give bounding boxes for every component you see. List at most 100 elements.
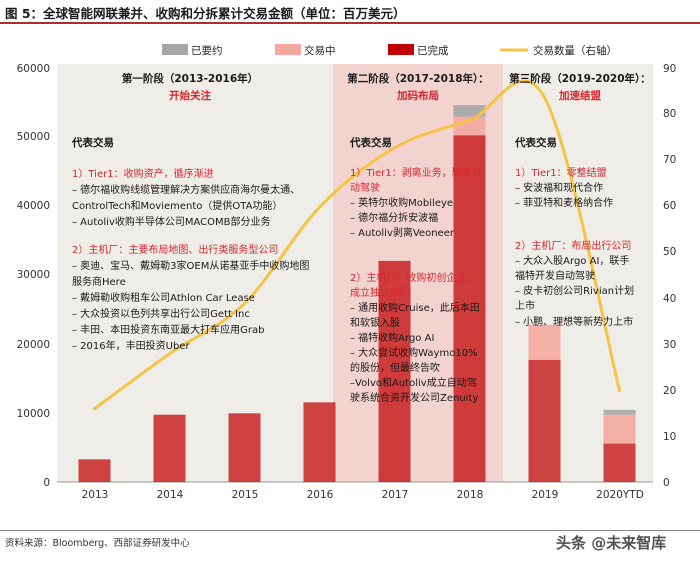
bar-completed xyxy=(603,443,636,482)
right-tick: 80 xyxy=(663,108,676,120)
phase1-item: ControlTech和Moviemento（提供OTA功能） xyxy=(72,199,282,212)
legend-swatch-completed xyxy=(388,44,414,55)
right-y-axis: 0 10 20 30 40 50 60 70 80 90 xyxy=(663,63,676,489)
x-axis: 2013 2014 2015 2016 2017 2018 2019 2020Y… xyxy=(82,489,644,501)
x-tick-label: 2017 xyxy=(382,489,409,501)
x-tick-label: 2018 xyxy=(457,489,484,501)
bar-completed xyxy=(378,260,411,482)
phase1-subtitle: 开始关注 xyxy=(169,89,211,102)
phase2-rep-label: 代表交易 xyxy=(349,136,392,149)
phase2-group2-head2: 成立独立部门 xyxy=(350,286,410,299)
left-tick: 30000 xyxy=(17,269,50,281)
phase1-item: – 丰田、本田投资东南亚最大打车应用Grab xyxy=(72,323,265,336)
footer-rule xyxy=(0,530,700,531)
legend-label-in-progress: 交易中 xyxy=(304,44,336,57)
left-tick: 0 xyxy=(43,477,50,489)
phase2-annotation: 第二阶段（2017-2018年）： 加码布局 代表交易 1）Tier1：剥离业务… xyxy=(347,72,489,404)
left-tick: 10000 xyxy=(17,408,50,420)
phase3-item: – 皮卡初创公司Rivian计划 xyxy=(515,284,634,297)
phase2-item: – 福特收购Argo AI xyxy=(350,331,434,344)
x-tick-label: 2019 xyxy=(532,489,559,501)
phase2-item: – Autoliv剥离Veoneer xyxy=(350,226,455,239)
phase3-item: – 安波福和现代合作 xyxy=(515,181,603,194)
title-rule xyxy=(0,22,700,24)
chart: 已要约 交易中 已完成 交易数量（右轴） 0 10000 20000 30000… xyxy=(17,44,676,501)
phase1-item: 服务商Here xyxy=(72,275,126,288)
phase2-item: 驶系统合资开发公司Zenuity xyxy=(350,391,478,404)
phase1-title: 第一阶段（2013-2016年） xyxy=(122,72,258,85)
phase3-item: – 小鹏、理想等新势力上市 xyxy=(515,315,633,328)
x-tick-label: 2015 xyxy=(232,489,259,501)
phase1-rep-label: 代表交易 xyxy=(71,136,114,149)
phase3-annotation: 第三阶段（2019-2020年）： 加速结盟 代表交易 1）Tier1：零整结盟… xyxy=(509,72,651,328)
phase2-item: – 英特尔收购Mobileye xyxy=(350,196,453,209)
phase3-item: – 大众入股Argo AI，联手 xyxy=(515,254,629,267)
right-tick: 20 xyxy=(663,385,676,397)
bars-group xyxy=(78,105,636,482)
right-tick: 70 xyxy=(663,154,676,166)
bar-completed xyxy=(453,135,486,482)
bar-announced xyxy=(603,409,636,415)
right-tick: 90 xyxy=(663,63,676,75)
phase3-item: – 菲亚特和麦格纳合作 xyxy=(515,196,613,209)
x-tick-label: 2013 xyxy=(82,489,109,501)
bar-announced xyxy=(453,105,486,117)
bar-completed xyxy=(153,414,186,482)
right-tick: 50 xyxy=(663,246,676,258)
source-note: 资料来源：Bloomberg、西部证券研发中心 xyxy=(5,538,190,549)
legend-swatch-announced xyxy=(162,44,188,55)
right-tick: 10 xyxy=(663,431,676,443)
bar-in-progress xyxy=(528,324,561,360)
phase2-group1-head: 1）Tier1：剥离业务，聚焦自 xyxy=(350,166,482,179)
phase1-annotation: 第一阶段（2013-2016年） 开始关注 代表交易 1）Tier1：收购资产，… xyxy=(71,72,309,352)
legend-label-volume: 交易数量（右轴） xyxy=(533,44,617,57)
phase3-subtitle: 加速结盟 xyxy=(558,89,601,102)
phase1-item: – 大众投资以色列共享出行公司Gett Inc xyxy=(72,307,250,320)
phase2-item: – 德尔福分拆安波福 xyxy=(350,211,438,224)
bar-in-progress xyxy=(603,414,636,444)
x-tick-label: 2016 xyxy=(307,489,334,501)
phase2-subtitle: 加码布局 xyxy=(396,89,439,102)
phase3-group1-head: 1）Tier1：零整结盟 xyxy=(515,166,607,179)
phase1-group2-head: 2）主机厂：主要布局地图、出行类服务型公司 xyxy=(72,243,278,256)
left-y-axis: 0 10000 20000 30000 40000 50000 60000 xyxy=(17,63,50,489)
watermark: 头条 @未来智库 xyxy=(556,534,667,552)
phase1-item: – 奥迪、宝马、戴姆勒3家OEM从诺基亚手中收购地图 xyxy=(72,259,309,272)
phase2-group2-head: 2）主机厂：收购初创企业， xyxy=(350,271,476,284)
phase1-item: – 戴姆勒收购租车公司Athlon Car Lease xyxy=(72,291,255,304)
right-tick: 40 xyxy=(663,293,676,305)
phase2-item: – 大众尝试收购Waymo10% xyxy=(350,346,478,359)
legend-label-completed: 已完成 xyxy=(417,44,449,57)
left-tick: 20000 xyxy=(17,339,50,351)
legend-label-announced: 已要约 xyxy=(191,44,223,57)
figure-title: 图 5：全球智能网联兼并、收购和分拆累计交易金额（单位：百万美元） xyxy=(5,6,406,21)
phase3-rep-label: 代表交易 xyxy=(514,136,557,149)
phase2-item: 和软银入股 xyxy=(350,316,400,329)
phase3-item: 福特开发自动驾驶 xyxy=(515,269,595,282)
phase3-title: 第三阶段（2019-2020年）： xyxy=(509,72,651,85)
x-tick-label: 2020YTD xyxy=(596,489,644,501)
phase2-item: – 通用收购Cruise，此后本田 xyxy=(350,301,480,314)
phase2-item: –Volvo和Autoliv成立自动驾 xyxy=(350,376,477,389)
phase3-item: 上市 xyxy=(515,299,535,312)
right-tick: 0 xyxy=(663,477,670,489)
phase2-title: 第二阶段（2017-2018年）： xyxy=(347,72,489,85)
bar-in-progress xyxy=(453,116,486,136)
x-tick-label: 2014 xyxy=(157,489,184,501)
phase1-group1-head: 1）Tier1：收购资产，循序渐进 xyxy=(72,167,214,180)
phase1-background xyxy=(57,64,333,482)
phase2-group1-head2: 动驾驶 xyxy=(350,181,380,194)
legend: 已要约 交易中 已完成 交易数量（右轴） xyxy=(162,44,617,57)
phase3-group2-head: 2）主机厂：布局出行公司 xyxy=(515,239,631,252)
right-tick: 60 xyxy=(663,200,676,212)
phase1-item: – 2016年，丰田投资Uber xyxy=(72,339,190,352)
volume-line xyxy=(93,79,621,411)
phase2-item: 的股份，但最终告吹 xyxy=(350,361,440,374)
bar-completed xyxy=(303,402,336,482)
left-tick: 50000 xyxy=(17,131,50,143)
bar-completed xyxy=(228,413,261,482)
phase1-item: – Autoliv收购半导体公司MACOMB部分业务 xyxy=(72,215,271,228)
left-tick: 40000 xyxy=(17,200,50,212)
left-tick: 60000 xyxy=(17,63,50,75)
legend-swatch-in-progress xyxy=(275,44,301,55)
